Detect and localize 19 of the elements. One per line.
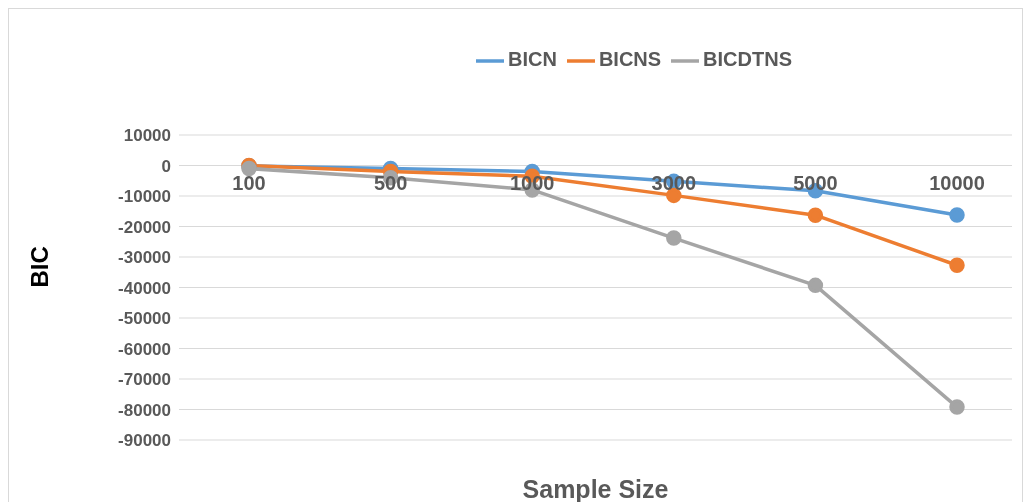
x-tick-label: 10000 — [929, 172, 985, 195]
y-tick-label: 0 — [161, 156, 171, 176]
x-tick-label: 1000 — [509, 172, 555, 195]
x-tick-label: 500 — [373, 172, 408, 195]
legend-label: BICN — [507, 48, 557, 71]
y-tick-label: -50000 — [118, 309, 171, 329]
y-tick-label: -40000 — [118, 278, 171, 298]
y-tick-label: -60000 — [118, 339, 171, 359]
y-tick-label: 10000 — [123, 126, 171, 146]
y-tick-label: -70000 — [118, 370, 171, 390]
y-tick-label: -10000 — [118, 187, 171, 207]
y-tick-label: -90000 — [118, 431, 171, 451]
x-tick-label: 100 — [232, 172, 266, 195]
y-axis-title: BIC — [25, 246, 53, 288]
y-tick-label: -80000 — [118, 400, 171, 420]
legend-label: BICDTNS — [703, 48, 792, 71]
y-tick-label: -30000 — [118, 248, 171, 268]
y-tick-label: -20000 — [118, 217, 171, 237]
legend-label: BICNS — [598, 48, 662, 71]
